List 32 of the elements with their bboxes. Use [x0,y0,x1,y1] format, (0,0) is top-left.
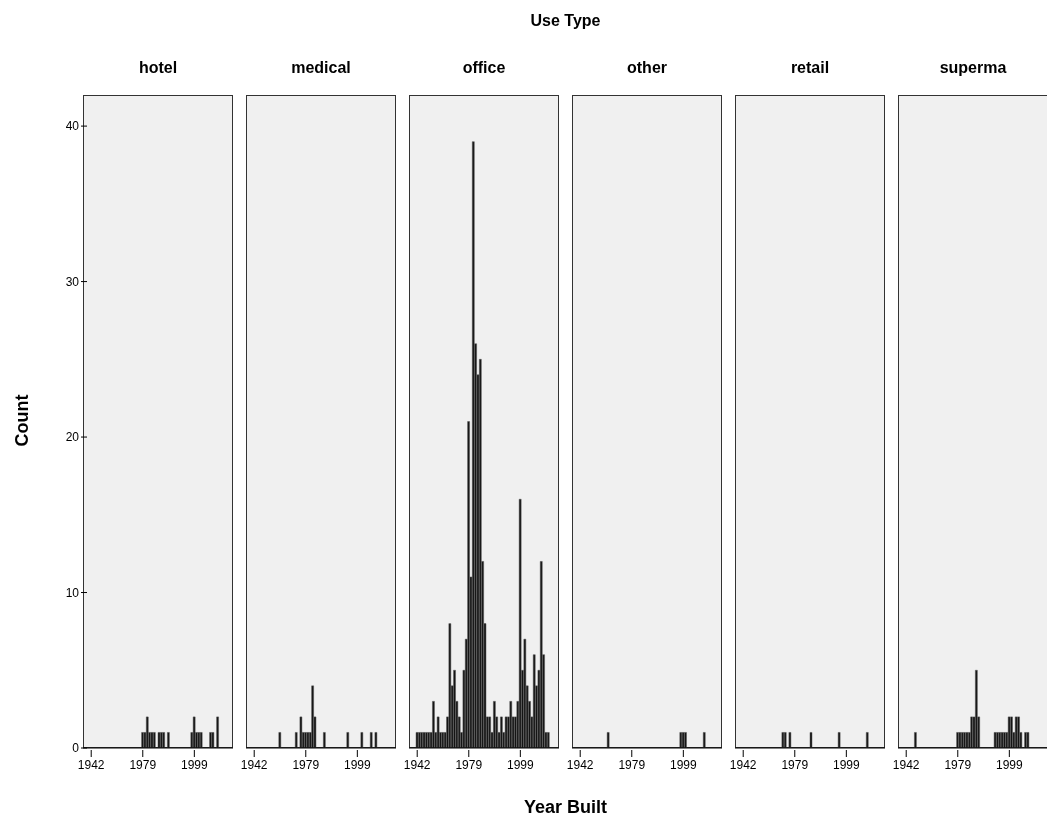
y-tick-label: 10 [65,585,80,600]
x-tick-label: 1942 [729,758,757,772]
y-tick-label: 40 [65,119,80,134]
chart-title: medical [290,59,352,77]
x-tick-label: 1942 [566,758,594,772]
chart-title: office [461,59,507,77]
x-tick-label: 1979 [455,758,483,772]
text: Use Type [529,12,602,30]
y-tick-label: 20 [65,430,80,445]
y-axis-title: Count [11,393,33,448]
y-tick-label: 30 [65,274,80,289]
x-tick-label: 1999 [343,758,371,772]
chart-title: other [626,59,668,77]
x-tick-label: 1999 [832,758,860,772]
x-tick-label: 1999 [669,758,697,772]
x-tick-label: 1999 [506,758,534,772]
x-tick-label: 1979 [129,758,157,772]
x-tick-label: 1979 [618,758,646,772]
x-tick-label: 1942 [240,758,268,772]
chart-title: superma [938,59,1008,77]
x-tick-label: 1942 [892,758,920,772]
x-tick-label: 1942 [403,758,431,772]
x-tick-label: 1999 [995,758,1023,772]
x-tick-label: 1979 [944,758,972,772]
text: Year Built [523,797,608,818]
chart-title: retail [789,59,831,77]
y-tick-label: 0 [72,741,80,755]
x-tick-label: 1979 [292,758,320,772]
x-tick-label: 1979 [781,758,809,772]
chart-title: hotel [137,59,179,77]
x-tick-label: 1942 [77,758,105,772]
x-tick-label: 1999 [180,758,208,772]
